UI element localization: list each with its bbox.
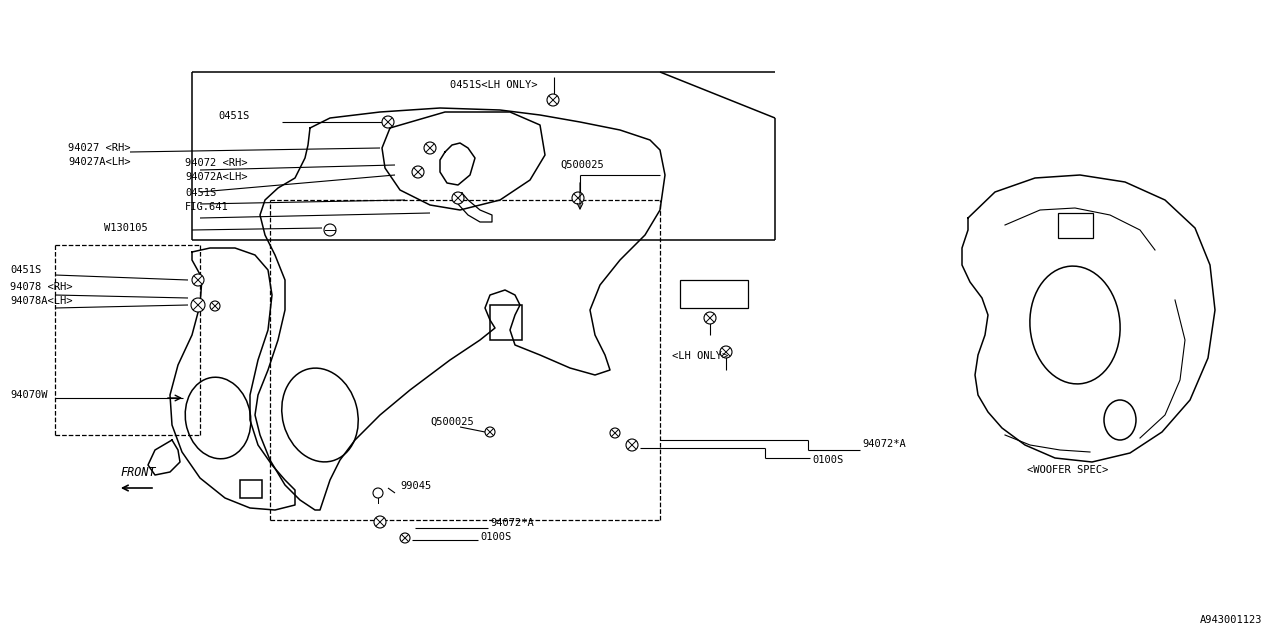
- Text: 94072 <RH>: 94072 <RH>: [186, 158, 247, 168]
- Text: 0451S<LH ONLY>: 0451S<LH ONLY>: [451, 80, 538, 90]
- Text: 99045: 99045: [399, 481, 431, 491]
- Text: 94078A<LH>: 94078A<LH>: [10, 296, 73, 306]
- Text: Q500025: Q500025: [430, 417, 474, 427]
- Circle shape: [210, 301, 220, 311]
- Text: 94070W: 94070W: [10, 390, 47, 400]
- Text: 0100S: 0100S: [480, 532, 511, 542]
- Circle shape: [324, 224, 335, 236]
- Text: 94072*A: 94072*A: [861, 439, 906, 449]
- Text: FIG.830: FIG.830: [692, 289, 736, 299]
- Text: 0451S: 0451S: [10, 265, 41, 275]
- Text: 94078 <RH>: 94078 <RH>: [10, 282, 73, 292]
- Circle shape: [485, 427, 495, 437]
- Text: Q500025: Q500025: [561, 160, 604, 170]
- Circle shape: [192, 274, 204, 286]
- Circle shape: [399, 533, 410, 543]
- Circle shape: [452, 192, 465, 204]
- Text: FIG.641: FIG.641: [186, 202, 229, 212]
- Circle shape: [412, 166, 424, 178]
- Text: 94072*A: 94072*A: [490, 518, 534, 528]
- Circle shape: [381, 116, 394, 128]
- Text: 0451S: 0451S: [186, 188, 216, 198]
- Circle shape: [719, 346, 732, 358]
- Text: W130105: W130105: [104, 223, 147, 233]
- Circle shape: [424, 142, 436, 154]
- Circle shape: [611, 428, 620, 438]
- FancyBboxPatch shape: [680, 280, 748, 308]
- Text: FRONT: FRONT: [120, 465, 156, 479]
- Text: A943001123: A943001123: [1199, 615, 1262, 625]
- Circle shape: [626, 439, 637, 451]
- Text: 0100S: 0100S: [812, 455, 844, 465]
- Circle shape: [547, 94, 559, 106]
- Circle shape: [704, 312, 716, 324]
- Text: 94027 <RH>: 94027 <RH>: [68, 143, 131, 153]
- Circle shape: [374, 516, 387, 528]
- Text: 0451S: 0451S: [218, 111, 250, 121]
- Text: <WOOFER SPEC>: <WOOFER SPEC>: [1028, 465, 1108, 475]
- Circle shape: [191, 298, 205, 312]
- Text: 94027A<LH>: 94027A<LH>: [68, 157, 131, 167]
- Text: <LH ONLY>: <LH ONLY>: [672, 351, 728, 361]
- Text: 94072A<LH>: 94072A<LH>: [186, 172, 247, 182]
- Circle shape: [372, 488, 383, 498]
- Circle shape: [572, 192, 584, 204]
